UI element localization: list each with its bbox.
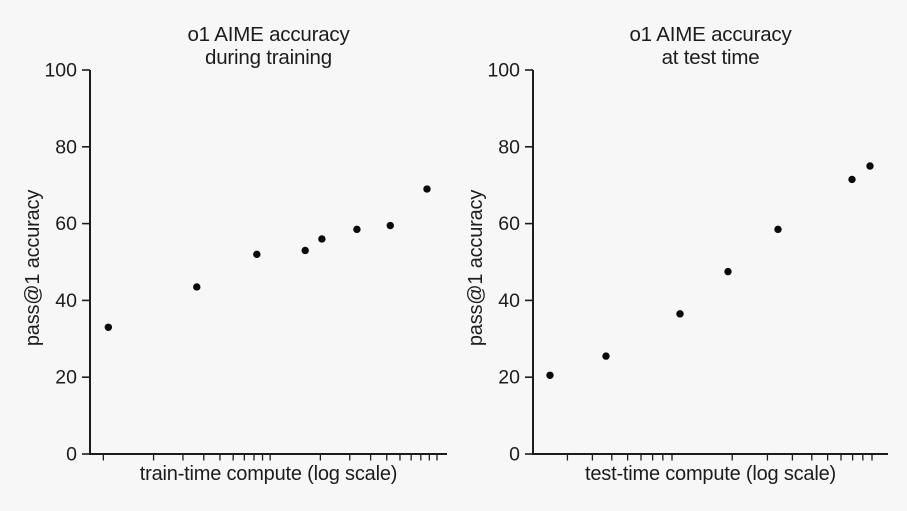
y-tick-label: 60 <box>498 213 520 235</box>
data-point <box>386 221 394 230</box>
y-tick-label: 40 <box>55 290 77 312</box>
chart-title-train-line2: during training <box>205 46 332 69</box>
y-tick-label: 40 <box>498 290 520 312</box>
chart-title-test: o1 AIME accuracy at test time <box>533 23 888 71</box>
x-axis-label-test: test-time compute (log scale) <box>585 463 836 485</box>
data-point <box>546 371 554 379</box>
data-point <box>353 225 361 234</box>
data-point <box>774 225 782 234</box>
data-point <box>423 185 431 193</box>
y-tick-label: 20 <box>55 367 77 389</box>
chart-title-test-line2: at test time <box>661 46 760 69</box>
x-axis-label-train: train-time compute (log scale) <box>139 463 398 485</box>
data-point <box>724 267 732 276</box>
chart-title-test-line1: o1 AIME accuracy <box>629 23 792 46</box>
y-axis-label-train: pass@1 accuracy <box>22 189 44 347</box>
plot-test-time: 0 20 40 60 80 100 <box>487 60 888 466</box>
data-point <box>676 310 684 318</box>
y-tick-label: 0 <box>509 444 520 466</box>
y-tick-label: 60 <box>55 213 77 235</box>
y-tick-label: 80 <box>55 136 77 158</box>
y-tick-label: 20 <box>498 367 520 389</box>
plot-train-time: 0 20 40 60 80 100 <box>44 60 447 466</box>
chart-title-train: o1 AIME accuracy during training <box>90 23 447 71</box>
data-point <box>253 250 261 259</box>
y-tick-label: 100 <box>44 60 77 82</box>
y-axis-label-test: pass@1 accuracy <box>465 189 487 347</box>
y-tick-label: 80 <box>498 136 520 158</box>
y-tick-label: 100 <box>487 60 520 82</box>
data-point <box>193 283 201 291</box>
data-point <box>301 246 309 255</box>
data-point <box>318 235 326 243</box>
data-point <box>848 175 856 184</box>
data-point <box>104 323 113 331</box>
data-point <box>602 352 610 360</box>
chart-title-train-line1: o1 AIME accuracy <box>187 23 350 46</box>
data-point <box>866 162 874 170</box>
y-tick-label: 0 <box>66 444 77 466</box>
